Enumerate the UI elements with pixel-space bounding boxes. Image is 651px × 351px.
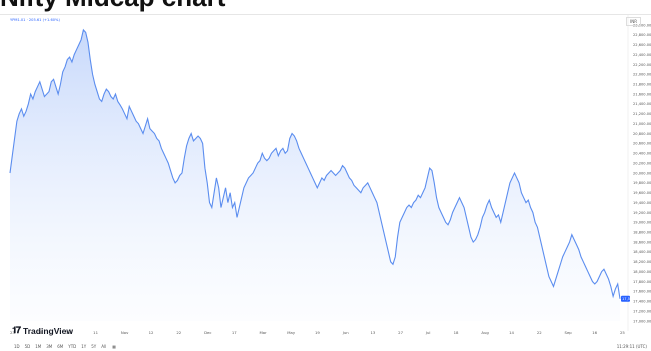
chart-area[interactable]: 23,000.00 22,800.00 22,600.00 22,400.00 22,2… [0,15,651,351]
range-button-1y[interactable]: 1Y [81,343,87,349]
y-tick-label: 21,200.00 [633,112,651,116]
range-bar: 1D 5D 1M 3M 6M YTD 1Y 5Y All ▦ 11:29:11 (UTC) [0,341,651,351]
x-tick-label: 11 [93,330,98,335]
x-tick-label: Sep [565,330,573,335]
y-tick-label: 21,000.00 [633,122,651,126]
y-tick-label: 21,600.00 [633,92,651,96]
y-tick-label: 22,400.00 [633,53,651,57]
y-tick-label: 23,000.00 [633,23,651,27]
range-button-ytd[interactable]: YTD [68,343,77,349]
y-tick-label: 22,200.00 [633,63,651,67]
y-tick-label: 19,600.00 [633,191,651,195]
x-tick-label: Aug [481,330,489,335]
x-tick-label: 25 [620,330,625,335]
x-tick-label: 19 [315,330,320,335]
range-button-1d[interactable]: 1D [14,343,20,349]
x-tick-label: Oct [65,330,72,335]
x-tick-label: 27 [398,330,403,335]
x-tick-label: 16 [592,330,597,335]
y-tick-label: 21,400.00 [633,102,651,106]
cropped-heading: Nifty Midcap chart [0,0,651,15]
y-tick-label: 18,800.00 [633,231,651,235]
y-tick-label: 18,600.00 [633,240,651,244]
range-button-3m[interactable]: 3M [46,343,53,349]
range-buttons: 1D 5D 1M 3M 6M YTD 1Y 5Y All [0,344,106,349]
x-tick-label: 15 [38,330,43,335]
last-price-label: 17,500 [622,297,635,301]
y-tick-label: 22,800.00 [633,33,651,37]
tradingview-logo: 𝟏𝟕 TradingView [12,325,73,336]
y-tick-label: 22,000.00 [633,73,651,77]
y-tick-label: 19,200.00 [633,211,651,215]
range-button-5d[interactable]: 5D [24,343,31,349]
x-axis: 23 15 Oct 11 Nov 12 22 Dec 17 Mar May 19 Jun 13 27 Jul 1… [10,330,625,335]
x-tick-label: 22 [176,330,181,335]
x-tick-label: 22 [537,330,542,335]
y-tick-label: 17,400.00 [633,300,651,304]
x-tick-label: 14 [509,330,514,335]
x-tick-label: 23 [10,330,15,335]
y-tick-label: 20,000.00 [633,171,651,175]
series-area [10,29,620,322]
y-tick-label: 20,800.00 [633,132,651,136]
x-tick-label: 18 [454,330,459,335]
x-tick-label: Jul [425,330,431,335]
x-tick-label: May [287,330,296,335]
x-tick-label: Dec [204,330,211,335]
x-tick-label: Jun [342,330,350,335]
y-tick-label: 18,400.00 [633,250,651,254]
currency-selector[interactable]: INR [626,17,641,26]
last-price-badge: 17,500 [621,295,635,302]
y-tick-label: 20,200.00 [633,161,651,165]
y-tick-label: 17,200.00 [633,309,651,313]
x-tick-label: 12 [149,330,154,335]
y-tick-label: 19,000.00 [633,221,651,225]
time-display: 11:29:11 (UTC) [616,343,647,349]
series-legend: YPM1.01 · 205.61 (+1.60%) [10,18,60,22]
y-tick-label: 20,600.00 [633,142,651,146]
y-tick-label: 17,600.00 [633,290,651,294]
x-tick-label: Nov [121,330,129,335]
y-tick-label: 18,200.00 [633,260,651,264]
tradingview-logo-text: TradingView [23,325,73,336]
range-button-1m[interactable]: 1M [35,343,42,349]
range-button-all[interactable]: All [101,343,107,349]
y-tick-label: 17,800.00 [633,280,651,284]
y-tick-label: 17,000.00 [633,319,651,323]
tradingview-mark-icon: 𝟏𝟕 [12,325,21,335]
x-tick-label: 13 [370,330,375,335]
y-tick-label: 19,800.00 [633,181,651,185]
x-tick-label: 17 [232,330,237,335]
price-chart[interactable]: 23,000.00 22,800.00 22,600.00 22,400.00 22,2… [0,15,651,341]
y-tick-label: 22,600.00 [633,43,651,47]
x-tick-label: Mar [260,330,268,335]
y-tick-label: 19,400.00 [633,201,651,205]
calendar-icon[interactable]: ▦ [112,343,116,349]
series-line [9,28,621,299]
range-button-5y[interactable]: 5Y [91,343,97,349]
y-tick-label: 21,800.00 [633,83,651,87]
y-tick-label: 18,000.00 [633,270,651,274]
range-button-6m[interactable]: 6M [57,343,64,349]
y-tick-label: 20,400.00 [633,152,651,156]
y-axis: 23,000.00 22,800.00 22,600.00 22,400.00 22,2… [627,15,651,331]
